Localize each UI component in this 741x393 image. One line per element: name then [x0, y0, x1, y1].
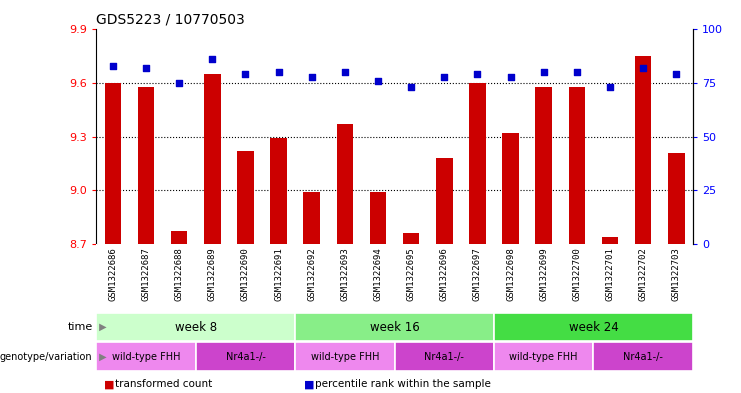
Bar: [336, 124, 353, 244]
Text: Nr4a1-/-: Nr4a1-/-: [623, 352, 663, 362]
Text: GSM1322698: GSM1322698: [506, 247, 515, 301]
Bar: [635, 56, 651, 244]
Point: [671, 71, 682, 77]
Text: percentile rank within the sample: percentile rank within the sample: [315, 379, 491, 389]
Bar: [171, 231, 187, 244]
Bar: [494, 342, 594, 371]
Bar: [204, 74, 221, 244]
Text: week 8: week 8: [175, 321, 217, 334]
Text: GSM1322700: GSM1322700: [572, 247, 582, 301]
Text: GDS5223 / 10770503: GDS5223 / 10770503: [96, 13, 245, 27]
Text: GSM1322693: GSM1322693: [340, 247, 349, 301]
Text: week 24: week 24: [568, 321, 618, 334]
Bar: [494, 313, 693, 341]
Text: GSM1322689: GSM1322689: [207, 247, 217, 301]
Bar: [469, 83, 485, 244]
Bar: [668, 152, 685, 244]
Text: GSM1322703: GSM1322703: [672, 247, 681, 301]
Text: Nr4a1-/-: Nr4a1-/-: [225, 352, 265, 362]
Point: [306, 73, 318, 80]
Text: Nr4a1-/-: Nr4a1-/-: [425, 352, 464, 362]
Text: wild-type FHH: wild-type FHH: [112, 352, 180, 362]
Bar: [104, 83, 122, 244]
Point: [471, 71, 483, 77]
Point: [239, 71, 251, 77]
Bar: [304, 192, 320, 244]
Text: wild-type FHH: wild-type FHH: [310, 352, 379, 362]
Bar: [96, 313, 295, 341]
Text: GSM1322697: GSM1322697: [473, 247, 482, 301]
Text: GSM1322690: GSM1322690: [241, 247, 250, 301]
Bar: [568, 86, 585, 244]
Bar: [96, 342, 196, 371]
Text: week 16: week 16: [370, 321, 419, 334]
Point: [505, 73, 516, 80]
Text: ▶: ▶: [96, 352, 106, 362]
Point: [538, 69, 550, 75]
Bar: [196, 342, 295, 371]
Bar: [395, 342, 494, 371]
Bar: [594, 342, 693, 371]
Bar: [370, 192, 386, 244]
Point: [207, 56, 219, 62]
Text: GSM1322695: GSM1322695: [407, 247, 416, 301]
Bar: [270, 138, 287, 244]
Point: [637, 65, 649, 71]
Text: GSM1322699: GSM1322699: [539, 247, 548, 301]
Text: wild-type FHH: wild-type FHH: [510, 352, 578, 362]
Text: GSM1322694: GSM1322694: [373, 247, 382, 301]
Bar: [237, 151, 253, 244]
Point: [140, 65, 152, 71]
Bar: [536, 86, 552, 244]
Bar: [295, 313, 494, 341]
Point: [173, 80, 185, 86]
Text: ■: ■: [304, 379, 314, 389]
Text: GSM1322686: GSM1322686: [108, 247, 117, 301]
Point: [107, 63, 119, 69]
Text: GSM1322691: GSM1322691: [274, 247, 283, 301]
Text: GSM1322701: GSM1322701: [605, 247, 614, 301]
Text: genotype/variation: genotype/variation: [0, 352, 93, 362]
Text: GSM1322696: GSM1322696: [440, 247, 449, 301]
Point: [571, 69, 582, 75]
Bar: [403, 233, 419, 244]
Text: ▶: ▶: [96, 322, 106, 332]
Bar: [502, 133, 519, 244]
Text: ■: ■: [104, 379, 114, 389]
Point: [405, 84, 417, 90]
Text: GSM1322702: GSM1322702: [639, 247, 648, 301]
Bar: [602, 237, 618, 244]
Point: [604, 84, 616, 90]
Point: [273, 69, 285, 75]
Bar: [138, 86, 154, 244]
Text: time: time: [67, 322, 93, 332]
Point: [439, 73, 451, 80]
Text: GSM1322692: GSM1322692: [308, 247, 316, 301]
Bar: [295, 342, 395, 371]
Text: GSM1322687: GSM1322687: [142, 247, 150, 301]
Text: transformed count: transformed count: [115, 379, 212, 389]
Bar: [436, 158, 453, 244]
Text: GSM1322688: GSM1322688: [175, 247, 184, 301]
Point: [339, 69, 350, 75]
Point: [372, 78, 384, 84]
